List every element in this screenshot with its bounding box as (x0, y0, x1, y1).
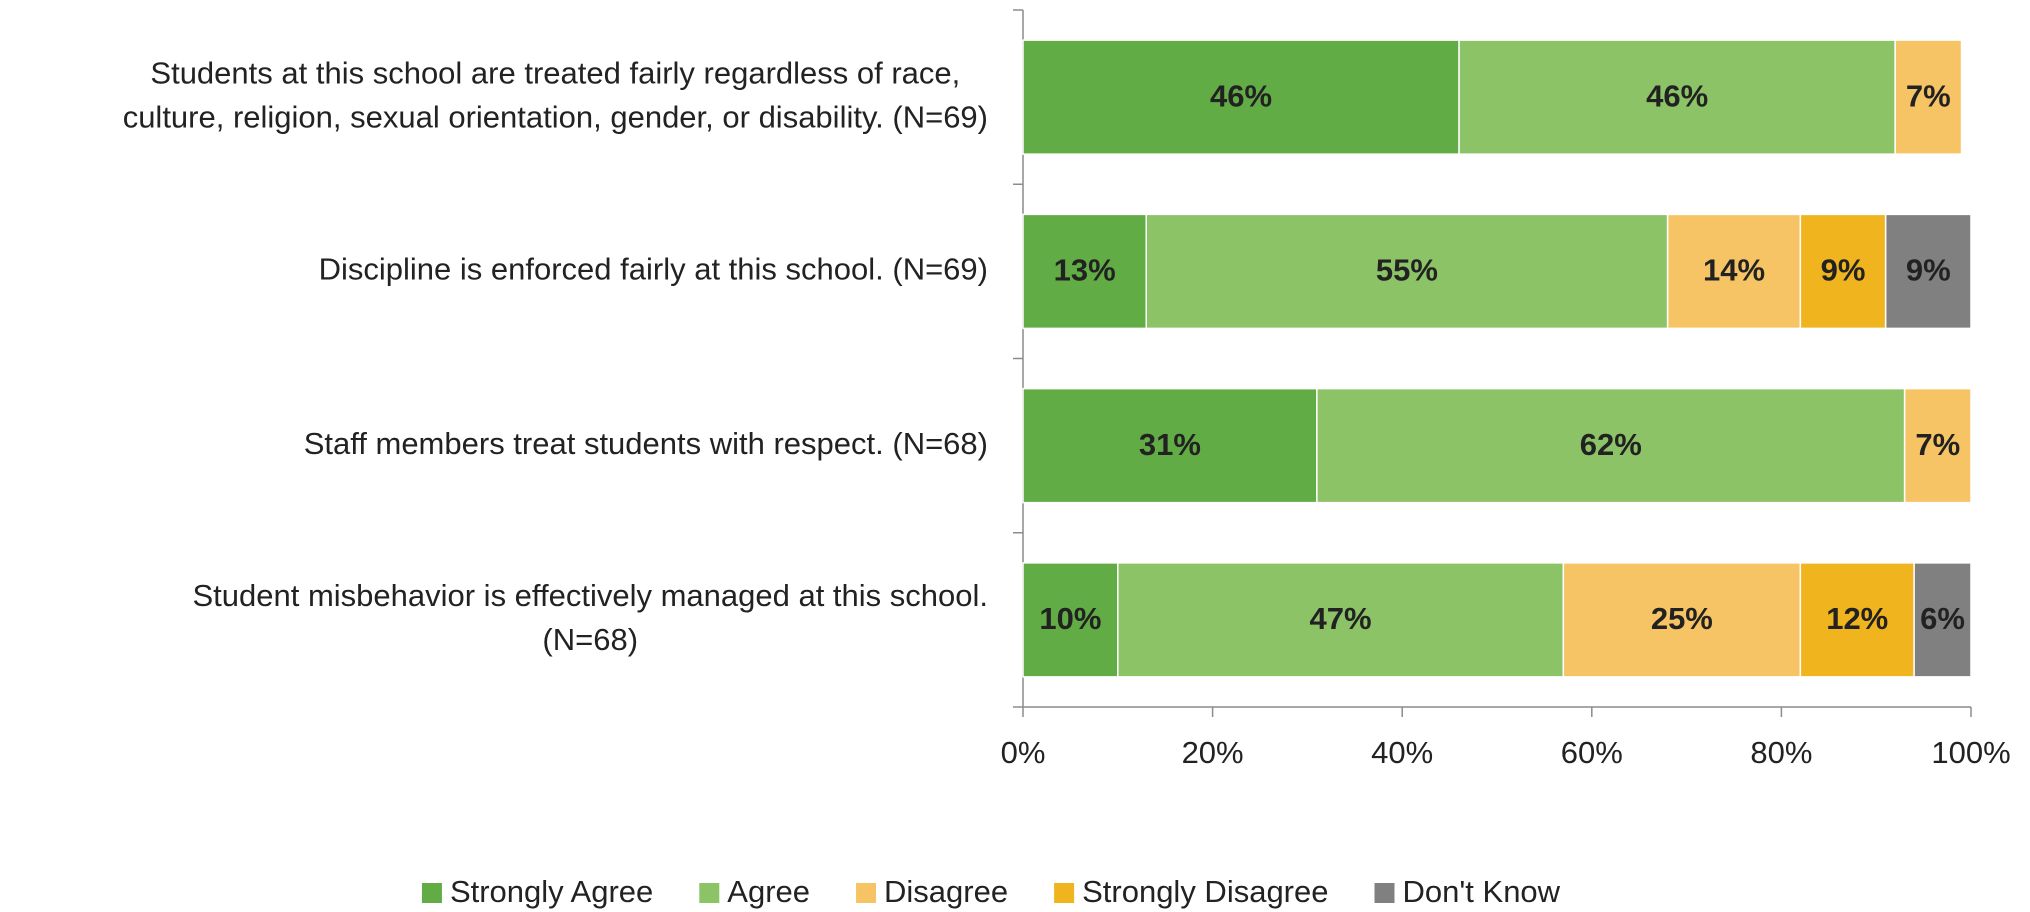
bar-segment (1799, 562, 1915, 678)
legend-swatch (1374, 883, 1395, 903)
legend-label: Strongly Disagree (1082, 874, 1328, 909)
category-label: Students at this school are treated fair… (150, 55, 960, 90)
category-label: (N=68) (542, 622, 638, 657)
category-label: Discipline is enforced fairly at this sc… (319, 252, 988, 287)
x-tick-label: 80% (1750, 735, 1812, 770)
value-label: 62% (1580, 427, 1642, 462)
value-label: 12% (1826, 601, 1888, 636)
bar-segment (1458, 39, 1896, 155)
bar-segment (1562, 562, 1802, 678)
legend-swatch (421, 883, 442, 903)
value-label: 9% (1821, 253, 1866, 288)
value-label: 10% (1039, 601, 1101, 636)
bar-segment (1666, 213, 1802, 330)
value-label: 7% (1906, 78, 1951, 113)
value-label: 6% (1920, 601, 1965, 636)
bar-segment (1903, 387, 1972, 504)
value-label: 31% (1139, 427, 1201, 462)
value-label: 14% (1703, 253, 1765, 288)
bar-segment (1894, 39, 1963, 155)
x-tick-label: 20% (1182, 735, 1244, 770)
legend-swatch (856, 883, 877, 903)
bar-segment (1145, 213, 1669, 330)
value-label: 9% (1906, 253, 1951, 288)
bar-segment (1884, 213, 1972, 330)
bar-segment (1022, 39, 1460, 155)
x-tick-label: 40% (1371, 735, 1433, 770)
bar-segment (1022, 213, 1147, 330)
bar-segment (1022, 387, 1318, 504)
value-label: 55% (1376, 253, 1438, 288)
category-label: Staff members treat students with respec… (304, 426, 988, 461)
bar-segment (1316, 387, 1906, 504)
value-label: 46% (1646, 78, 1708, 113)
x-tick-label: 100% (1931, 735, 2010, 770)
value-label: 7% (1915, 427, 1960, 462)
legend-label: Don't Know (1403, 874, 1561, 909)
value-label: 25% (1651, 601, 1713, 636)
category-label: Student misbehavior is effectively manag… (192, 578, 988, 613)
x-tick-label: 0% (1001, 735, 1046, 770)
legend-swatch (1054, 883, 1075, 903)
value-label: 47% (1310, 601, 1372, 636)
x-tick-label: 60% (1561, 735, 1623, 770)
legend-label: Strongly Agree (450, 874, 653, 909)
legend-swatch (699, 883, 720, 903)
value-label: 46% (1210, 78, 1272, 113)
category-label: culture, religion, sexual orientation, g… (123, 99, 988, 134)
value-label: 13% (1054, 253, 1116, 288)
legend-label: Agree (727, 874, 810, 909)
bar-segment (1913, 562, 1972, 678)
bar-segment (1799, 213, 1887, 330)
bar-segment (1117, 562, 1565, 678)
legend-label: Disagree (884, 874, 1008, 909)
